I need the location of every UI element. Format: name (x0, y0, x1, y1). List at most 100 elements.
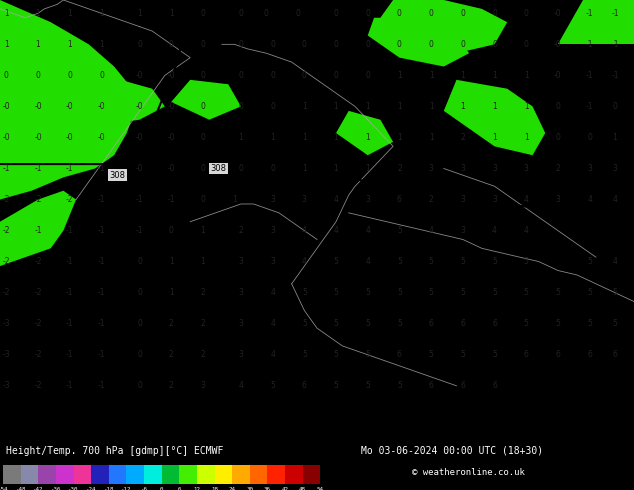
Text: -0: -0 (136, 71, 143, 80)
Text: 1: 1 (67, 9, 72, 18)
Text: -1: -1 (586, 71, 593, 80)
Text: 6: 6 (178, 487, 181, 490)
Text: 5: 5 (333, 257, 339, 266)
Text: 2: 2 (397, 164, 402, 173)
Text: 5: 5 (333, 288, 339, 297)
Text: 24: 24 (229, 487, 236, 490)
Text: 0: 0 (429, 40, 434, 49)
Text: -1: -1 (611, 9, 619, 18)
Text: 0: 0 (302, 40, 307, 49)
Text: 4: 4 (270, 319, 275, 328)
Text: 3: 3 (460, 195, 465, 204)
Text: 3: 3 (238, 350, 243, 359)
Bar (197, 465, 214, 485)
Text: 5: 5 (429, 257, 434, 266)
Text: 3: 3 (460, 226, 465, 235)
Text: 3: 3 (200, 381, 205, 391)
Polygon shape (95, 80, 165, 124)
Text: 0: 0 (587, 133, 592, 142)
Text: 1: 1 (524, 71, 529, 80)
Text: -0: -0 (136, 164, 143, 173)
Text: 4: 4 (587, 195, 592, 204)
Bar (91, 465, 109, 485)
Text: 1: 1 (169, 257, 174, 266)
Text: 0: 0 (270, 164, 275, 173)
Text: 2: 2 (200, 288, 205, 297)
Text: 3: 3 (270, 226, 275, 235)
Text: 0: 0 (492, 9, 497, 18)
Text: 0: 0 (4, 71, 9, 80)
Text: 0: 0 (169, 226, 174, 235)
Text: -2: -2 (34, 257, 42, 266)
Text: 1: 1 (302, 164, 307, 173)
Text: -2: -2 (3, 195, 10, 204)
Text: 3: 3 (492, 195, 497, 204)
Text: 1: 1 (232, 195, 237, 204)
Text: -54: -54 (0, 487, 8, 490)
Text: 1: 1 (524, 133, 529, 142)
Text: 4: 4 (302, 226, 307, 235)
Text: -48: -48 (15, 487, 26, 490)
Text: 54: 54 (316, 487, 324, 490)
Text: -0: -0 (66, 133, 74, 142)
Text: 12: 12 (193, 487, 200, 490)
Text: -3: -3 (3, 319, 10, 328)
Text: -0: -0 (136, 102, 143, 111)
Text: 18: 18 (211, 487, 218, 490)
Text: 0: 0 (67, 71, 72, 80)
Text: 1: 1 (302, 102, 307, 111)
Text: 6: 6 (302, 381, 307, 391)
Text: 1: 1 (397, 102, 402, 111)
Text: 0: 0 (302, 71, 307, 80)
Text: 0: 0 (137, 319, 142, 328)
Bar (179, 465, 197, 485)
Text: 0: 0 (524, 40, 529, 49)
Text: 0: 0 (200, 40, 205, 49)
Text: -0: -0 (554, 9, 562, 18)
Text: 3: 3 (612, 164, 618, 173)
Text: 5: 5 (302, 319, 307, 328)
Text: 5: 5 (492, 288, 497, 297)
Text: 3: 3 (302, 195, 307, 204)
Text: 0: 0 (397, 40, 402, 49)
Text: 1: 1 (492, 102, 497, 111)
Text: 5: 5 (365, 381, 370, 391)
Text: 6: 6 (429, 381, 434, 391)
Text: 3: 3 (365, 195, 370, 204)
Text: -0: -0 (554, 40, 562, 49)
Text: 3: 3 (270, 195, 275, 204)
Text: 0: 0 (200, 71, 205, 80)
Text: -1: -1 (66, 319, 74, 328)
Text: 0: 0 (397, 9, 402, 18)
Text: 0: 0 (137, 257, 142, 266)
Text: -3: -3 (3, 350, 10, 359)
Text: 1: 1 (333, 164, 339, 173)
Text: 5: 5 (302, 288, 307, 297)
Text: -1: -1 (66, 164, 74, 173)
Bar (109, 465, 126, 485)
Text: 6: 6 (612, 350, 618, 359)
Bar (268, 465, 285, 485)
Text: 0: 0 (333, 40, 339, 49)
Text: 5: 5 (612, 288, 618, 297)
Text: 1: 1 (612, 133, 618, 142)
Text: 3: 3 (492, 164, 497, 173)
Text: 1: 1 (365, 133, 370, 142)
Text: 1: 1 (4, 9, 9, 18)
Text: 6: 6 (492, 381, 497, 391)
Text: 4: 4 (302, 257, 307, 266)
Text: -1: -1 (586, 9, 593, 18)
Text: 3: 3 (555, 195, 560, 204)
Text: -12: -12 (121, 487, 132, 490)
Text: 1: 1 (460, 71, 465, 80)
Text: -2: -2 (34, 350, 42, 359)
Text: -1: -1 (66, 257, 74, 266)
Text: 0: 0 (270, 40, 275, 49)
Polygon shape (171, 80, 241, 120)
Text: -0: -0 (167, 164, 175, 173)
Text: 6: 6 (460, 381, 465, 391)
Text: 5: 5 (333, 319, 339, 328)
Text: 0: 0 (460, 9, 465, 18)
Text: 0: 0 (238, 40, 243, 49)
Text: 1: 1 (492, 71, 497, 80)
